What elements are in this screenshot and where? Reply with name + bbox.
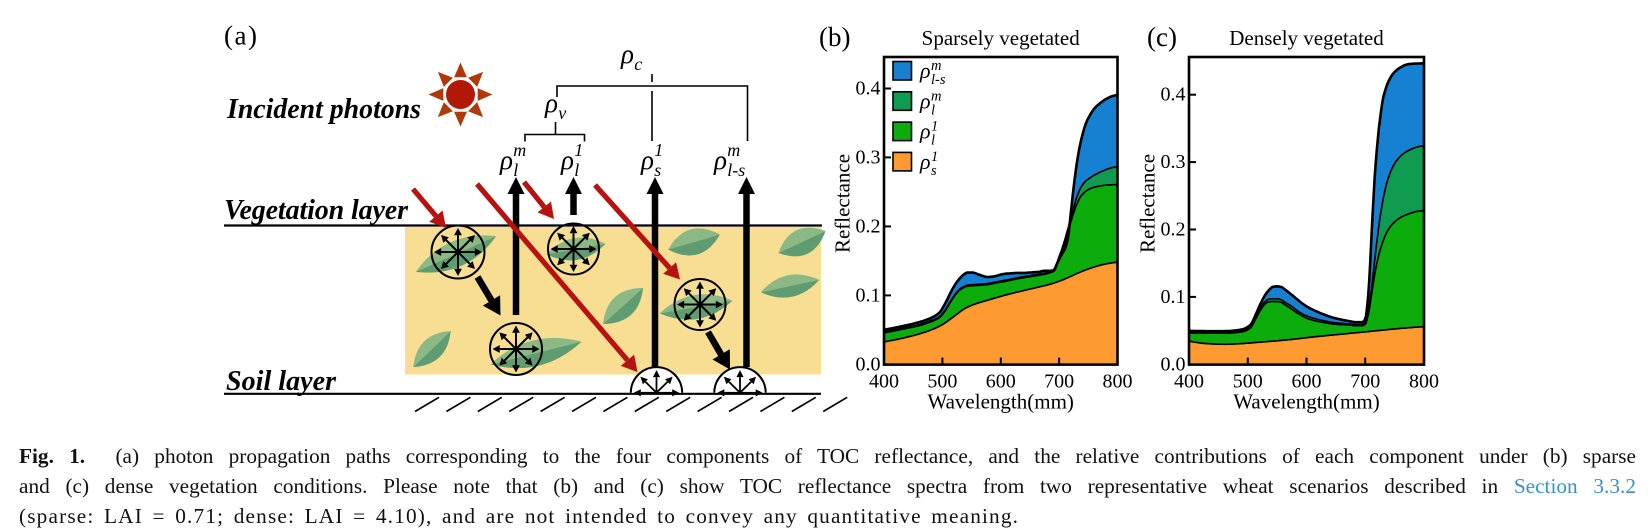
svg-text:0.4: 0.4 bbox=[856, 78, 881, 100]
svg-text:m: m bbox=[513, 140, 526, 160]
svg-text:600: 600 bbox=[986, 371, 1016, 393]
svg-text:400: 400 bbox=[869, 371, 899, 393]
svg-text:l: l bbox=[931, 102, 935, 118]
svg-text:Wavelength(mm): Wavelength(mm) bbox=[927, 390, 1073, 414]
svg-text:ρ: ρ bbox=[544, 88, 558, 118]
svg-text:1: 1 bbox=[931, 119, 938, 135]
svg-text:0.0: 0.0 bbox=[856, 353, 881, 375]
svg-text:1: 1 bbox=[931, 149, 938, 165]
svg-text:m: m bbox=[931, 58, 941, 74]
svg-text:0.4: 0.4 bbox=[1161, 84, 1186, 106]
svg-text:l-s: l-s bbox=[727, 160, 745, 180]
svg-text:ρ: ρ bbox=[620, 39, 634, 69]
svg-text:l: l bbox=[931, 133, 935, 149]
svg-text:m: m bbox=[727, 140, 740, 160]
svg-text:800: 800 bbox=[1409, 371, 1439, 393]
svg-text:600: 600 bbox=[1292, 371, 1322, 393]
svg-text:0.1: 0.1 bbox=[1161, 286, 1186, 308]
svg-text:(c): (c) bbox=[1147, 22, 1177, 52]
svg-text:400: 400 bbox=[1174, 371, 1204, 393]
svg-text:0.2: 0.2 bbox=[1161, 219, 1186, 241]
svg-text:0.1: 0.1 bbox=[856, 284, 881, 306]
svg-text:Reflectance: Reflectance bbox=[831, 154, 855, 253]
svg-text:ρ: ρ bbox=[560, 145, 574, 175]
svg-text:(b): (b) bbox=[819, 22, 850, 52]
svg-text:Sparsely vegetated: Sparsely vegetated bbox=[922, 26, 1081, 50]
svg-text:ρ: ρ bbox=[919, 88, 931, 113]
svg-text:Vegetation layer: Vegetation layer bbox=[224, 195, 409, 226]
svg-text:ρ: ρ bbox=[499, 145, 513, 175]
svg-text:s: s bbox=[931, 163, 937, 179]
svg-text:0.2: 0.2 bbox=[856, 215, 881, 237]
svg-text:0.3: 0.3 bbox=[856, 146, 881, 168]
svg-text:Wavelength(mm): Wavelength(mm) bbox=[1233, 390, 1379, 414]
svg-text:v: v bbox=[558, 103, 566, 123]
svg-text:ρ: ρ bbox=[919, 149, 931, 174]
svg-text:Densely vegetated: Densely vegetated bbox=[1229, 26, 1384, 50]
svg-text:l: l bbox=[574, 160, 579, 180]
svg-text:l-s: l-s bbox=[931, 72, 946, 88]
svg-text:1: 1 bbox=[654, 140, 663, 160]
svg-text:l: l bbox=[513, 160, 518, 180]
svg-text:0.0: 0.0 bbox=[1161, 353, 1186, 375]
svg-text:800: 800 bbox=[1103, 371, 1133, 393]
svg-text:700: 700 bbox=[1044, 371, 1074, 393]
svg-text:700: 700 bbox=[1350, 371, 1380, 393]
svg-text:500: 500 bbox=[927, 371, 957, 393]
svg-text:0.3: 0.3 bbox=[1161, 151, 1186, 173]
svg-text:ρ: ρ bbox=[919, 119, 931, 144]
svg-text:m: m bbox=[931, 88, 941, 104]
svg-text:c: c bbox=[634, 54, 642, 74]
svg-text:Incident photons: Incident photons bbox=[226, 94, 421, 125]
svg-text:Soil layer: Soil layer bbox=[226, 366, 337, 397]
svg-text:Reflectance: Reflectance bbox=[1136, 154, 1160, 253]
svg-text:(a): (a) bbox=[224, 21, 258, 51]
svg-text:ρ: ρ bbox=[919, 58, 931, 83]
svg-text:s: s bbox=[654, 160, 661, 180]
svg-text:ρ: ρ bbox=[640, 145, 654, 175]
svg-text:500: 500 bbox=[1233, 371, 1263, 393]
svg-text:ρ: ρ bbox=[713, 145, 727, 175]
svg-text:1: 1 bbox=[574, 140, 583, 160]
